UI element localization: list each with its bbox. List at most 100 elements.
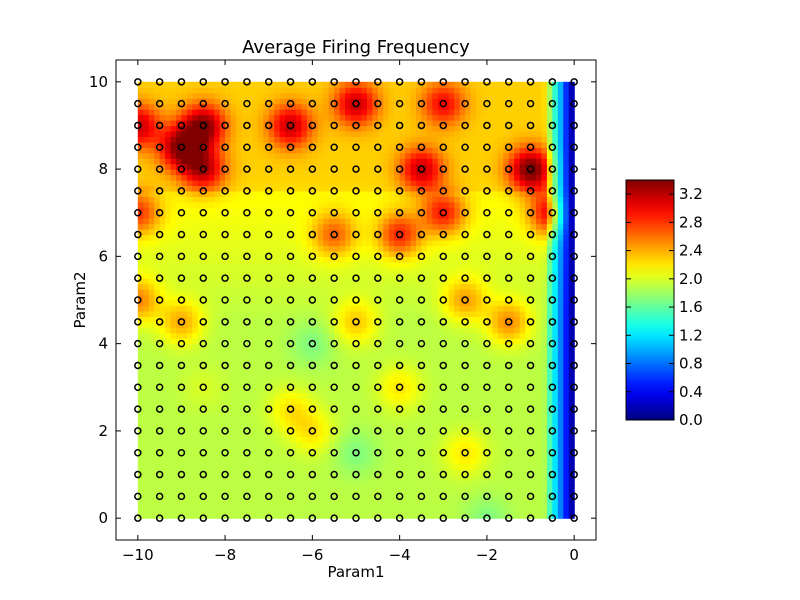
heatmap-cell [257,463,264,470]
heatmap-cell [350,452,357,459]
heatmap-cell [405,223,412,230]
heatmap-cell [176,441,183,448]
heatmap-cell [306,256,313,263]
heatmap-cell [416,212,423,219]
heatmap-cell [148,496,155,503]
heatmap-cell [186,458,193,465]
heatmap-cell [219,130,226,137]
heatmap-cell [394,180,401,187]
heatmap-cell [334,398,341,405]
heatmap-cell [372,240,379,247]
heatmap-cell [470,103,477,110]
heatmap-cell [203,229,210,236]
heatmap-cell [279,501,286,508]
heatmap-cell [383,480,390,487]
heatmap-cell [214,278,221,285]
heatmap-cell [334,169,341,176]
heatmap-cell [241,169,248,176]
heatmap-cell [192,354,199,361]
heatmap-cell [410,512,417,519]
heatmap-cell [383,441,390,448]
heatmap-cell [165,490,172,497]
heatmap-cell [345,321,352,328]
heatmap-cell [181,327,188,334]
heatmap-cell [350,180,357,187]
heatmap-cell [443,174,450,181]
heatmap-cell [328,370,335,377]
heatmap-cell [345,185,352,192]
heatmap-cell [219,485,226,492]
heatmap-cell [410,480,417,487]
heatmap-cell [208,409,215,416]
heatmap-cell [426,234,433,241]
heatmap-cell [421,125,428,132]
heatmap-cell [361,485,368,492]
heatmap-cell [159,141,166,148]
heatmap-cell [323,147,330,154]
heatmap-cell [432,196,439,203]
heatmap-cell [465,223,472,230]
heatmap-cell [159,261,166,268]
heatmap-cell [432,250,439,257]
heatmap-cell [137,436,144,443]
heatmap-cell [203,180,210,187]
heatmap-cell [328,114,335,121]
heatmap-cell [301,87,308,94]
heatmap-cell [296,120,303,127]
heatmap-cell [192,343,199,350]
heatmap-cell [257,349,264,356]
heatmap-cell [465,507,472,514]
heatmap-cell [394,365,401,372]
heatmap-cell [181,87,188,94]
heatmap-cell [312,469,319,476]
heatmap-cell [236,458,243,465]
heatmap-cell [246,507,253,514]
heatmap-cell [137,180,144,187]
heatmap-cell [421,480,428,487]
heatmap-cell [405,240,412,247]
heatmap-cell [437,174,444,181]
heatmap-cell [410,180,417,187]
heatmap-cell [443,501,450,508]
heatmap-cell [443,152,450,159]
heatmap-cell [186,174,193,181]
heatmap-cell [263,87,270,94]
heatmap-cell [317,474,324,481]
heatmap-cell [154,223,161,230]
heatmap-cell [334,158,341,165]
heatmap-cell [181,196,188,203]
heatmap-cell [263,196,270,203]
heatmap-cell [421,223,428,230]
heatmap-cell [279,261,286,268]
heatmap-cell [301,294,308,301]
heatmap-cell [165,141,172,148]
heatmap-cell [301,305,308,312]
heatmap-cell [317,343,324,350]
heatmap-cell [339,283,346,290]
heatmap-cell [148,223,155,230]
heatmap-cell [361,147,368,154]
heatmap-cell [165,425,172,432]
heatmap-cell [377,261,384,268]
heatmap-cell [459,507,466,514]
heatmap-cell [137,349,144,356]
heatmap-cell [252,343,259,350]
heatmap-cell [148,501,155,508]
heatmap-cell [225,387,232,394]
heatmap-cell [274,305,281,312]
heatmap-cell [181,305,188,312]
heatmap-cell [268,158,275,165]
heatmap-cell [470,141,477,148]
heatmap-cell [416,310,423,317]
heatmap-cell [416,147,423,154]
heatmap-cell [312,349,319,356]
heatmap-cell [345,414,352,421]
heatmap-cell [148,485,155,492]
heatmap-cell [203,87,210,94]
heatmap-cell [399,278,406,285]
heatmap-cell [214,512,221,519]
heatmap-cell [410,229,417,236]
heatmap-cell [208,212,215,219]
heatmap-cell [345,343,352,350]
heatmap-cell [366,485,373,492]
